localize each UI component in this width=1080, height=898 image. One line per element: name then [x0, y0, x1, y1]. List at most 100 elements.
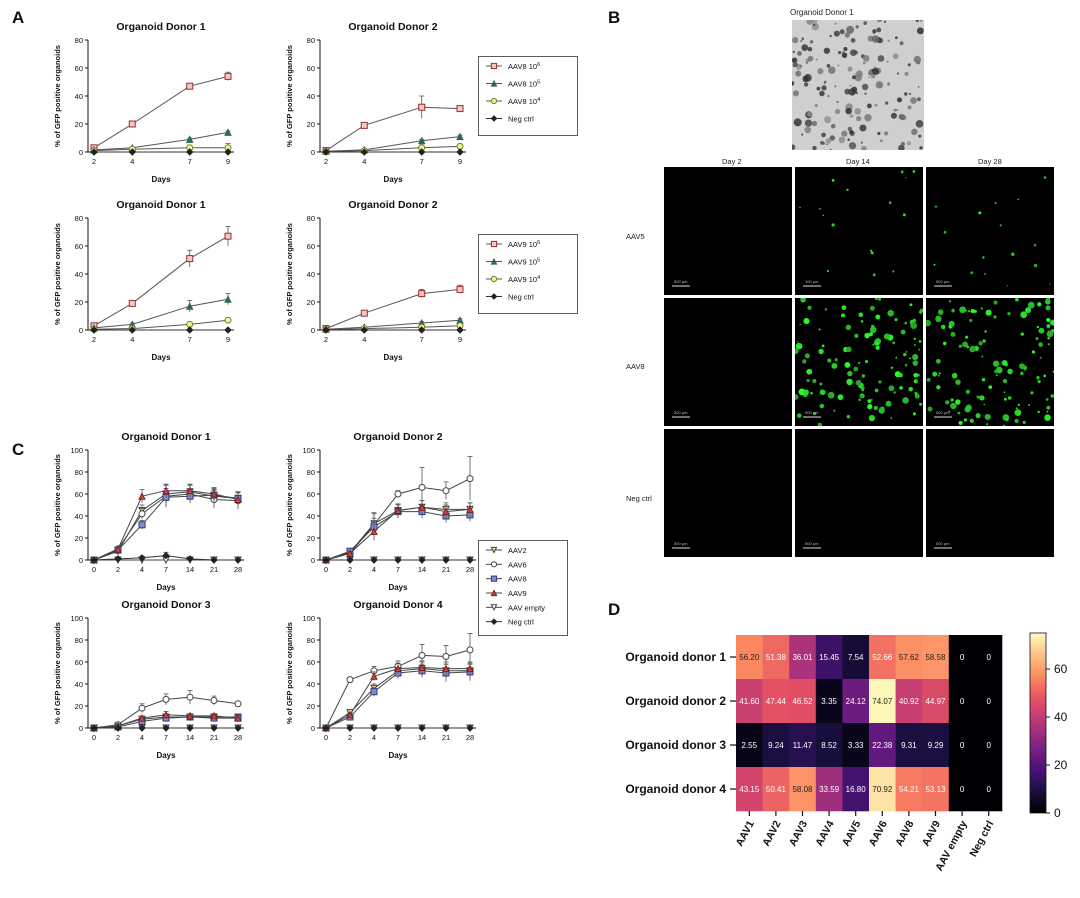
organoid-blob [895, 108, 899, 112]
heatmap-cell-value: 74.07 [872, 697, 893, 706]
legend-item: AAV9 104 [486, 275, 540, 284]
colorbar [1029, 632, 1047, 814]
organoid-blob [807, 111, 813, 117]
gfp-spot [926, 377, 931, 382]
gfp-spot [1035, 337, 1039, 341]
gfp-spot [914, 391, 918, 396]
chart-a-donor1-aav9: Organoid Donor 1 0 20 40 60 80 2 4 7 9 Days % of GF… [53, 199, 234, 362]
y-tick-label: 100 [70, 446, 83, 455]
scale-bar-label: 500 µm [805, 410, 819, 415]
y-tick-label: 20 [75, 702, 83, 711]
data-point [418, 148, 426, 156]
gfp-spot [821, 344, 825, 348]
scale-bar-label: 100 µm [805, 279, 819, 284]
gfp-spot [943, 230, 947, 234]
organoid-blob [826, 64, 831, 68]
chart-c-donor2: Organoid Donor 2 0 20 40 60 80 100 0 2 4 7 14 21 28 Da… [285, 431, 476, 592]
organoid-blob [792, 62, 798, 68]
organoid-blob [864, 114, 872, 122]
legend-item: AAV2 [486, 546, 527, 555]
heatmap-col-label: AAV3 [787, 819, 810, 849]
heatmap-cell-value: 46.52 [792, 697, 813, 706]
y-tick-label: 40 [75, 512, 83, 521]
y-axis-label: % of GFP positive organoids [285, 45, 294, 147]
gfp-spot [799, 206, 801, 209]
data-point [442, 487, 450, 495]
heatmap-cell-value: 9.24 [768, 741, 784, 750]
organoid-blob [883, 20, 887, 24]
y-tick-label: 60 [307, 658, 315, 667]
gfp-spot [1047, 343, 1050, 346]
legend-label: AAV9 106 [508, 240, 540, 249]
organoid-blob [792, 90, 799, 97]
x-axis-label: Days [388, 751, 408, 760]
heatmap-cell-value: 15.45 [819, 653, 840, 662]
gfp-spot [1022, 420, 1026, 424]
gfp-spot [1037, 410, 1040, 414]
data-point [128, 326, 136, 334]
heatmap-cell [975, 767, 1003, 812]
gfp-spot [846, 188, 849, 191]
organoid-blob [907, 63, 911, 67]
data-point [322, 724, 330, 732]
gfp-spot [980, 307, 983, 310]
heatmap-cell-value: 44.97 [925, 697, 946, 706]
organoid-blob [843, 46, 848, 52]
data-point [138, 554, 146, 562]
organoid-blob [854, 108, 862, 115]
heatmap-col-label: AAV8 [893, 819, 916, 849]
data-point [418, 103, 426, 111]
organoid-blob [877, 55, 885, 62]
data-point [442, 724, 450, 732]
heatmap-cell [789, 679, 817, 724]
x-tick-label: 14 [418, 733, 426, 742]
gfp-spot [937, 374, 940, 377]
data-point [210, 489, 218, 498]
gfp-spot [833, 409, 836, 412]
organoid-blob [861, 83, 869, 91]
organoid-blob [884, 131, 889, 136]
y-tick-label: 80 [75, 468, 83, 477]
x-tick-label: 4 [130, 157, 134, 166]
gfp-spot [817, 422, 823, 428]
data-point [360, 148, 368, 156]
x-tick-label: 2 [116, 565, 120, 574]
fluorescence-field: 500 µm [934, 541, 952, 549]
data-point [224, 72, 232, 80]
x-tick-label: 0 [92, 733, 96, 742]
gfp-spot [962, 341, 968, 348]
organoid-blob [789, 144, 796, 150]
gfp-spot [1007, 311, 1011, 316]
data-point [418, 290, 426, 298]
data-point [224, 128, 232, 136]
heatmap-col-label: AAV4 [813, 819, 836, 849]
gfp-spot [875, 314, 881, 320]
gfp-spot [893, 391, 896, 394]
data-point [138, 510, 146, 518]
x-tick-label: 2 [116, 733, 120, 742]
heatmap-cell-value: 8.52 [821, 741, 837, 750]
data-point [162, 486, 170, 495]
legend-marker [490, 97, 498, 105]
data-point [138, 724, 146, 732]
heatmap-cell-value: 2.55 [742, 741, 758, 750]
x-axis-label: Days [383, 353, 403, 362]
data-point [210, 711, 218, 720]
organoid-blob [789, 81, 795, 86]
gfp-spot [1036, 376, 1040, 380]
gfp-spot [933, 263, 936, 266]
heatmap-cell [762, 723, 790, 768]
heatmap-cell [815, 723, 843, 768]
organoid-blob [821, 132, 826, 138]
gfp-spot [853, 366, 859, 372]
data-point [186, 486, 194, 495]
gfp-spot [806, 378, 810, 383]
heatmap-cell-value: 11.47 [793, 741, 813, 750]
gfp-spot [807, 305, 812, 310]
gfp-spot [1046, 324, 1051, 328]
gfp-spot [802, 359, 807, 364]
data-point [417, 136, 426, 145]
heatmap-cell-value: 52.66 [872, 653, 893, 662]
gfp-spot [819, 403, 825, 409]
data-point [138, 521, 146, 529]
